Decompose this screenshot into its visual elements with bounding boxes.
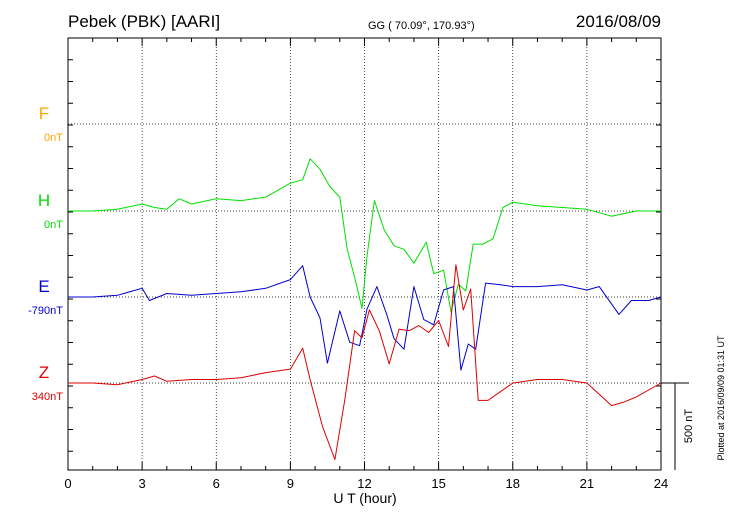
series-name-label: H — [38, 191, 50, 210]
series-baseline-label: 340nT — [32, 391, 63, 403]
x-tick-labels: 0 3 6 9 12 15 18 21 24 — [64, 476, 668, 491]
plotted-at-note: Plotted at 2016/09/09 01:31 UT — [716, 335, 726, 461]
series-name-label: E — [38, 277, 49, 296]
scale-bar: 500 nT — [661, 382, 695, 470]
x-tick-label: 3 — [139, 476, 146, 491]
x-tick-label: 9 — [287, 476, 294, 491]
x-tick-label: 24 — [654, 476, 668, 491]
series-labels: F 0nT H 0nT E -790nT Z 340nT — [28, 104, 63, 403]
series-baseline-label: 0nT — [44, 219, 63, 231]
x-axis-label: U T (hour) — [333, 490, 396, 506]
x-tick-label: 21 — [580, 476, 594, 491]
series-baseline-label: -790nT — [28, 305, 63, 317]
station-title: Pebek (PBK) [AARI] — [68, 12, 220, 31]
x-tick-label: 0 — [64, 476, 71, 491]
station-coordinates: GG ( 70.09°, 170.93°) — [368, 20, 475, 32]
grid-lines — [68, 38, 661, 470]
plot-date: 2016/08/09 — [576, 12, 661, 31]
series-name-label: F — [39, 104, 49, 123]
series-name-label: Z — [39, 363, 49, 382]
series-lines — [68, 158, 662, 461]
x-tick-label: 18 — [506, 476, 520, 491]
series-baseline-label: 0nT — [44, 132, 63, 144]
x-tick-label: 12 — [357, 476, 371, 491]
series-line-H — [68, 158, 661, 313]
series-line-E — [68, 265, 662, 371]
axis-ticks — [67, 37, 662, 470]
series-line-Z — [68, 264, 662, 461]
x-tick-label: 6 — [213, 476, 220, 491]
x-tick-label: 15 — [431, 476, 445, 491]
scale-bar-label: 500 nT — [683, 409, 695, 444]
